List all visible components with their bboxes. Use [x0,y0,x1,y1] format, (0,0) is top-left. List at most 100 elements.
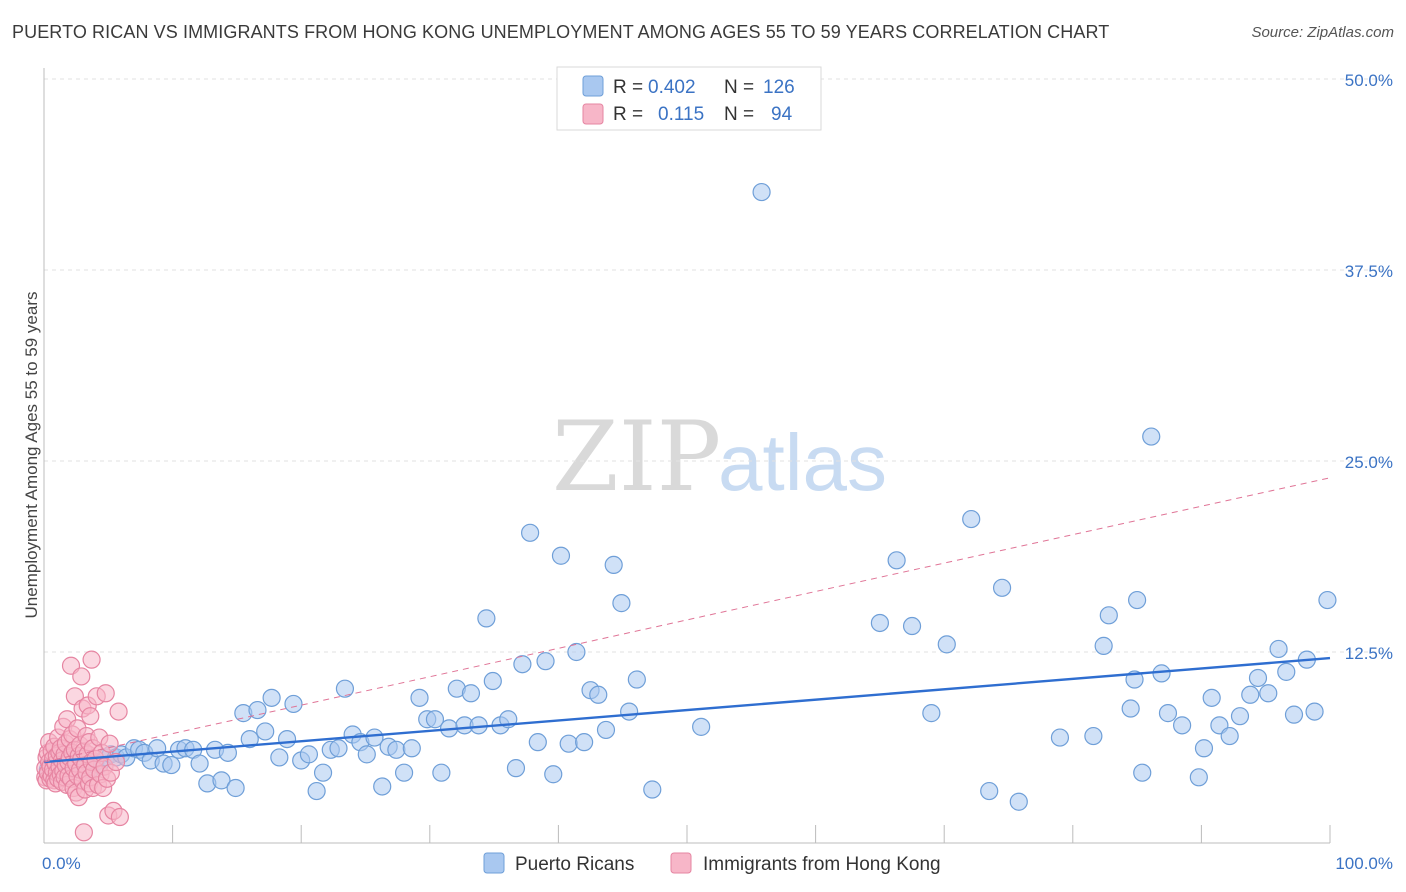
point-0-27 [162,755,181,775]
y-tick-label-2: 37.5% [1345,262,1393,281]
x-tick-left: 0.0% [42,854,81,873]
point-0-87 [604,555,623,575]
point-0-68 [461,684,481,703]
point-0-82 [567,642,586,662]
point-0-44 [284,694,303,714]
point-0-90 [627,670,646,689]
point-0-64 [432,763,451,782]
legend: R = 0.402 N = 126 R = 0.115 N = 94 [556,66,822,131]
legend-r-label-2: R = [613,104,643,125]
point-0-120 [1230,707,1250,726]
watermark-atlas: atlas [718,418,887,507]
bottom-legend-hong-kong: Immigrants from Hong Kong [703,854,941,875]
point-1-56 [72,667,91,686]
point-0-75 [513,655,532,674]
point-0-50 [329,739,348,758]
point-0-95 [887,551,906,570]
trend-lines [43,477,1331,764]
point-0-100 [980,781,999,801]
point-0-79 [544,765,563,784]
y-tick-label-1: 25.0% [1345,453,1393,472]
point-0-46 [299,745,319,764]
point-1-88 [100,734,119,753]
watermark-zip: ZIP [552,401,721,513]
legend-r-label-1: R = [613,77,643,98]
grid-lines [44,78,1390,653]
point-0-41 [262,688,281,707]
legend-swatch-puerto-ricans [582,75,604,97]
point-0-121 [1241,685,1260,704]
bottom-legend-puerto-ricans: Puerto Ricans [515,854,634,875]
point-0-91 [643,780,662,799]
point-0-63 [425,710,445,729]
point-1-92 [109,702,128,721]
point-1-71 [81,707,100,726]
chart-title: PUERTO RICAN VS IMMIGRANTS FROM HONG KON… [12,22,1110,42]
point-1-60 [74,823,93,842]
point-0-123 [1259,684,1278,703]
point-0-115 [1189,768,1208,787]
point-0-107 [1121,699,1140,718]
source-label: Source: ZipAtlas.com [1251,24,1394,41]
point-0-60 [402,739,421,758]
point-0-89 [620,702,639,721]
point-0-42 [270,748,289,767]
bottom-legend-swatch-puerto-ricans [483,852,505,874]
legend-n-label-1: N = [724,77,754,98]
point-1-91 [106,752,126,772]
point-0-101 [992,578,1012,597]
point-0-74 [506,759,526,778]
point-0-81 [559,734,578,753]
legend-n-value-2: 94 [771,104,793,125]
point-0-78 [536,652,555,671]
point-0-114 [1173,716,1192,735]
point-0-104 [1084,726,1103,746]
point-0-59 [394,763,414,782]
point-0-61 [410,688,429,707]
point-0-97 [922,704,941,723]
legend-n-value-1: 126 [763,77,795,98]
y-tick-label-3: 50.0% [1345,71,1393,90]
point-0-124 [1269,639,1288,659]
x-tick-right: 100.0% [1335,854,1393,873]
point-0-71 [483,671,502,691]
point-0-31 [190,754,209,773]
point-0-126 [1284,705,1304,724]
point-1-85 [96,684,115,703]
point-0-38 [240,729,259,749]
point-0-102 [1009,792,1028,811]
point-0-80 [551,546,571,565]
point-0-103 [1050,728,1070,747]
legend-r-value-1: 0.402 [648,77,696,98]
point-0-76 [521,523,540,542]
y-tick-label-0: 12.5% [1345,644,1393,663]
trend-line-0 [43,656,1331,764]
point-0-83 [575,733,594,752]
point-0-98 [937,635,956,654]
point-0-96 [902,616,922,636]
point-0-110 [1133,763,1152,782]
point-0-77 [528,733,547,752]
legend-n-label-2: N = [724,104,754,125]
point-1-93 [110,807,129,827]
series-1-points [36,650,129,842]
bottom-legend: Puerto Ricans Immigrants from Hong Kong [483,852,941,875]
point-1-73 [82,650,101,669]
point-0-117 [1202,688,1221,707]
point-0-70 [477,609,496,628]
point-0-128 [1305,702,1324,721]
point-0-85 [589,685,608,704]
point-0-58 [387,740,406,759]
point-0-129 [1318,590,1337,610]
point-0-116 [1194,739,1214,758]
legend-swatch-hong-kong [582,103,604,125]
point-0-111 [1142,427,1161,446]
point-0-125 [1277,662,1296,681]
y-axis-label: Unemployment Among Ages 55 to 59 years [22,292,41,619]
point-0-36 [226,778,245,798]
point-0-113 [1158,704,1178,723]
point-0-99 [962,509,981,529]
point-0-119 [1220,726,1239,746]
point-0-109 [1127,590,1147,610]
point-0-106 [1099,606,1118,625]
